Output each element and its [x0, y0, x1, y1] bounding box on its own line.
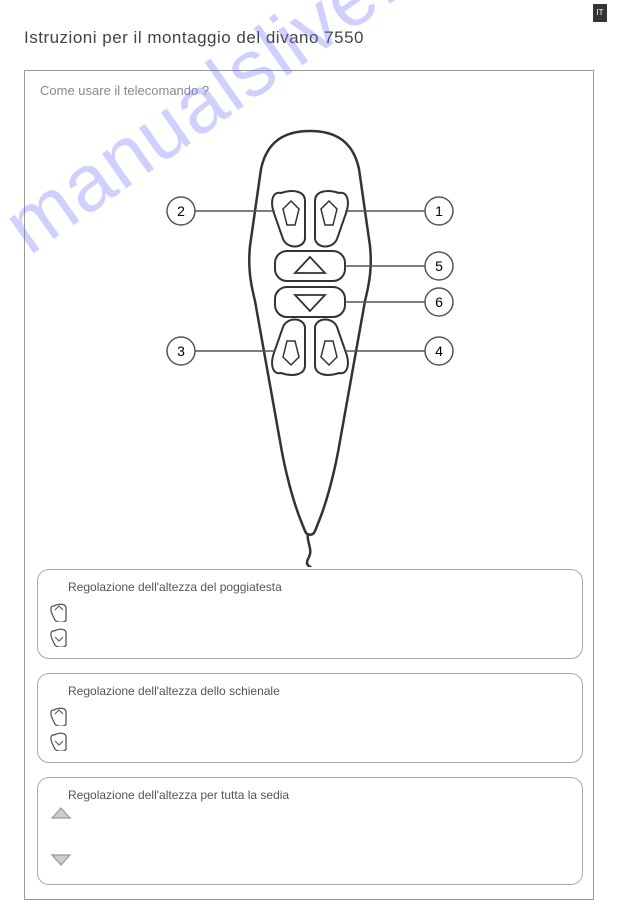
- chair-down-icon: [50, 853, 72, 867]
- page-title: Istruzioni per il montaggio del divano 7…: [24, 28, 364, 48]
- label-1: 1: [435, 203, 443, 219]
- backrest-down-icon: [50, 729, 72, 751]
- remote-diagram: 2 1 5 6 3 4: [25, 101, 593, 567]
- box-backrest: Regolazione dell'altezza dello schienale: [37, 673, 583, 763]
- description-boxes: Regolazione dell'altezza del poggiatesta…: [37, 569, 583, 899]
- headrest-up-icon: [50, 600, 72, 622]
- label-5: 5: [435, 258, 443, 274]
- label-2: 2: [177, 203, 185, 219]
- headrest-down-icon: [50, 625, 72, 647]
- content-frame: Come usare il telecomando ?: [24, 70, 594, 900]
- chair-up-icon: [50, 806, 72, 820]
- box-title: Regolazione dell'altezza del poggiatesta: [68, 580, 568, 594]
- label-6: 6: [435, 294, 443, 310]
- label-4: 4: [435, 343, 443, 359]
- language-badge: IT: [593, 4, 607, 22]
- label-3: 3: [177, 343, 185, 359]
- section-subtitle: Come usare il telecomando ?: [40, 83, 209, 98]
- backrest-up-icon: [50, 704, 72, 726]
- box-whole-chair: Regolazione dell'altezza per tutta la se…: [37, 777, 583, 885]
- box-headrest: Regolazione dell'altezza del poggiatesta: [37, 569, 583, 659]
- box-title: Regolazione dell'altezza dello schienale: [68, 684, 568, 698]
- box-title: Regolazione dell'altezza per tutta la se…: [68, 788, 568, 802]
